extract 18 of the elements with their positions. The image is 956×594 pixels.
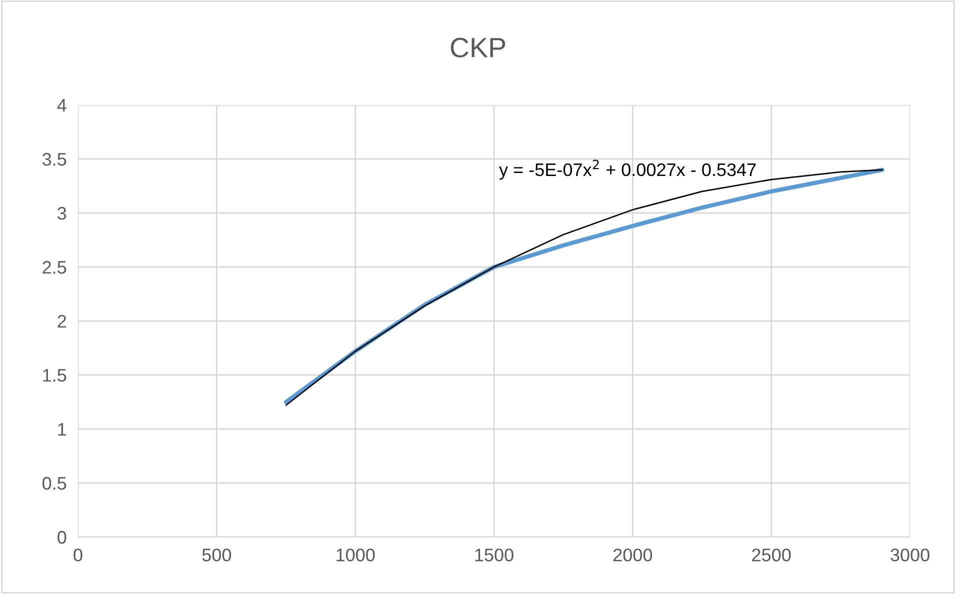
x-tick-label: 1500 [475, 548, 514, 562]
y-tick-label: 3.5 [42, 152, 66, 166]
annotation: y = -5E-07x$^{2}$ + 0.0027x - 0.5347 [499, 160, 756, 180]
x-tick-label: 500 [202, 548, 232, 562]
y-tick-label: 2.5 [42, 260, 66, 274]
y-tick-label: 1.5 [43, 369, 66, 382]
y-tick-label: 3 [58, 206, 66, 220]
x-tick-label: 0 [74, 548, 82, 562]
chart-title: CKP [450, 38, 506, 58]
y-tick-label: 0.5 [42, 476, 66, 490]
y-tick-label: 2 [58, 314, 66, 328]
y-tick-label: 4 [57, 99, 66, 112]
x-tick-label: 2000 [613, 548, 652, 562]
x-tick-label: 3000 [890, 548, 930, 562]
x-tick-label: 2500 [752, 548, 791, 562]
y-tick-label: 1 [58, 423, 66, 436]
y-tick-label: 0 [58, 530, 66, 544]
x-tick-label: 1000 [336, 548, 375, 562]
